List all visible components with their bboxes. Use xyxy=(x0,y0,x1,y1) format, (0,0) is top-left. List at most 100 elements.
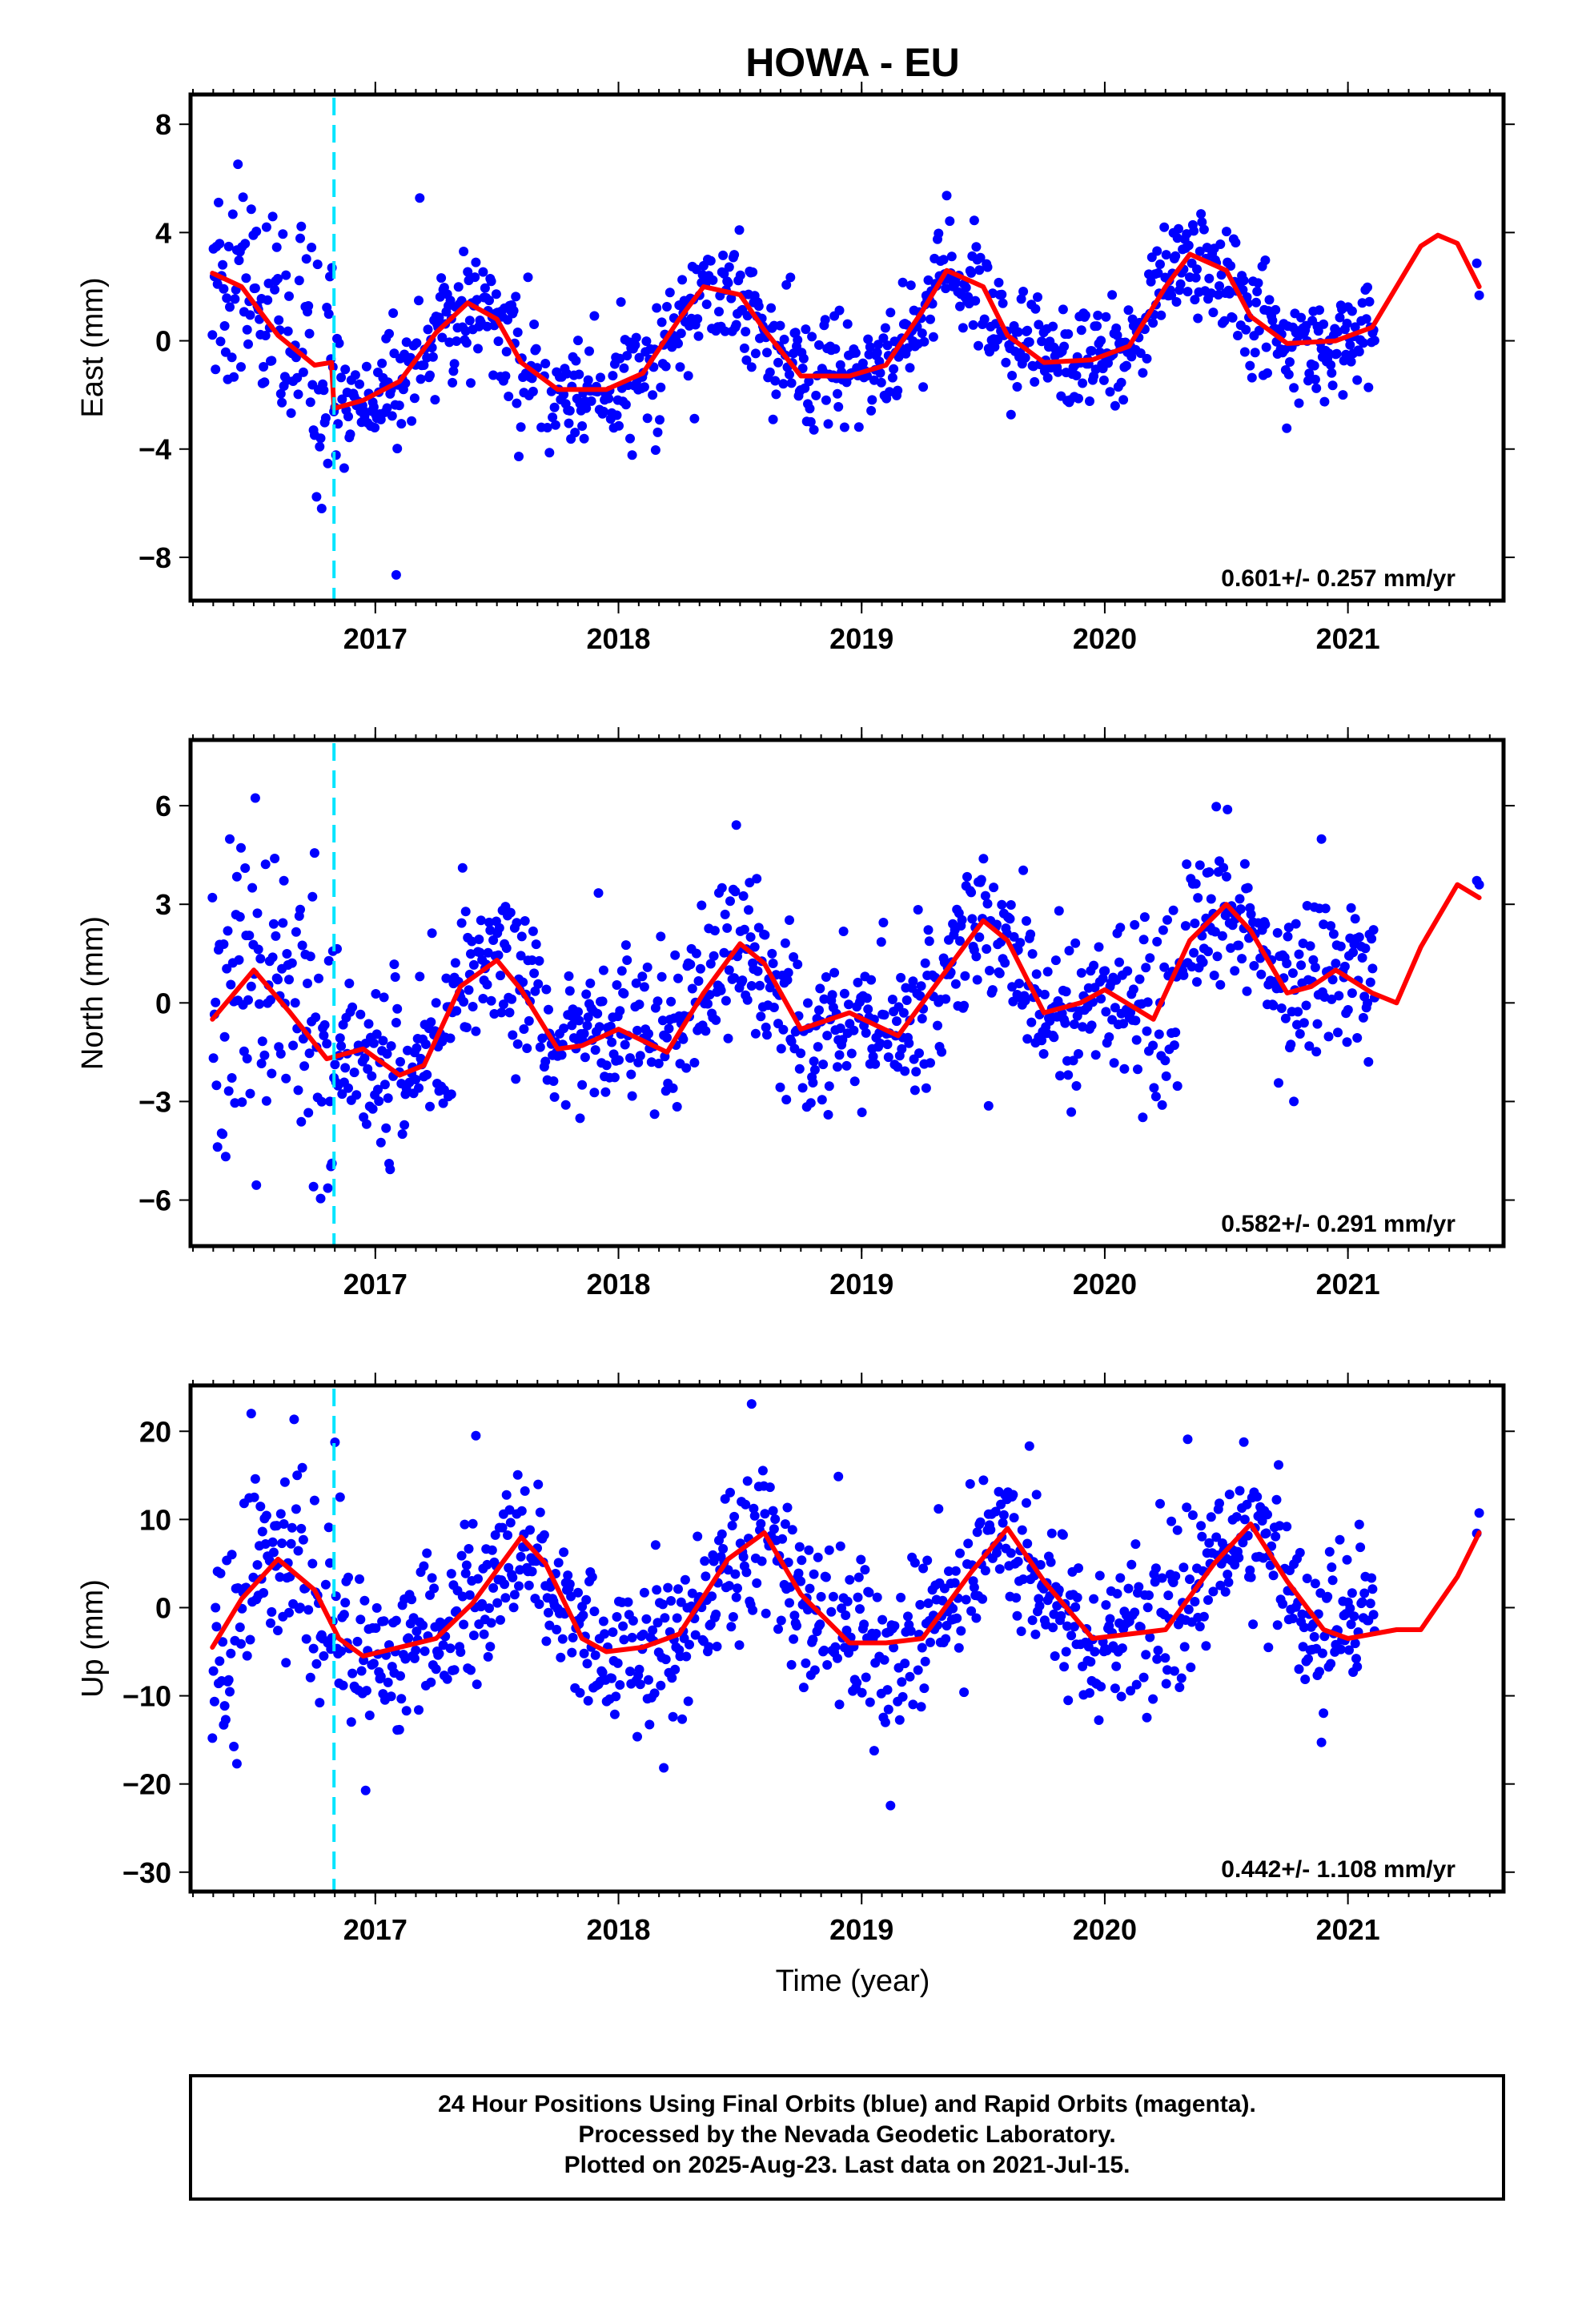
data-point xyxy=(730,887,741,897)
data-point xyxy=(1012,1610,1022,1621)
data-point xyxy=(685,1639,694,1650)
data-point xyxy=(267,211,278,222)
data-point xyxy=(1042,967,1053,977)
data-point xyxy=(790,328,801,338)
data-point xyxy=(657,1599,668,1610)
data-point xyxy=(1070,938,1081,948)
data-point xyxy=(1086,346,1097,356)
data-point xyxy=(1327,380,1338,391)
data-point xyxy=(1169,1040,1179,1051)
data-point xyxy=(928,332,938,342)
data-point xyxy=(680,1574,690,1585)
data-point xyxy=(1013,327,1023,337)
data-point xyxy=(1093,310,1103,320)
data-point xyxy=(753,966,763,976)
data-point xyxy=(962,871,972,882)
data-point xyxy=(234,955,244,965)
data-point xyxy=(1283,923,1294,933)
data-point xyxy=(1222,871,1231,882)
x-tick-label: 2018 xyxy=(586,622,650,655)
data-point xyxy=(457,1591,468,1602)
data-point xyxy=(1268,1000,1279,1011)
data-point xyxy=(392,444,403,454)
data-point xyxy=(1291,919,1301,929)
data-point xyxy=(529,968,540,979)
data-point xyxy=(472,1679,482,1690)
data-point xyxy=(1304,368,1315,379)
data-point xyxy=(1162,1665,1172,1675)
data-point xyxy=(793,1568,804,1578)
data-point xyxy=(1096,336,1106,346)
data-point xyxy=(564,971,574,981)
data-point xyxy=(1020,352,1030,363)
data-point xyxy=(1061,987,1071,997)
data-point xyxy=(573,1007,583,1017)
data-point xyxy=(257,1526,267,1537)
data-point xyxy=(461,1560,472,1570)
data-point xyxy=(748,1605,758,1615)
data-point xyxy=(1234,1553,1244,1563)
data-point xyxy=(297,1462,307,1473)
data-point xyxy=(1011,1593,1022,1603)
data-point xyxy=(319,1651,329,1661)
data-point xyxy=(544,1607,553,1618)
data-point xyxy=(582,1659,592,1669)
data-point xyxy=(1197,217,1207,227)
data-point xyxy=(509,1590,520,1600)
data-point xyxy=(379,992,389,1003)
data-point xyxy=(1282,423,1292,433)
data-point xyxy=(1001,357,1011,368)
data-point xyxy=(507,994,517,1004)
y-tick-label: 6 xyxy=(155,790,171,822)
data-point xyxy=(308,1181,319,1192)
data-point xyxy=(468,959,479,970)
data-point xyxy=(1161,1071,1171,1081)
data-point xyxy=(1348,947,1359,958)
velocity-label: 0.582+/- 0.291 mm/yr xyxy=(1221,1211,1456,1237)
data-point xyxy=(464,985,474,995)
data-point xyxy=(868,1051,878,1062)
data-point xyxy=(273,1626,283,1635)
data-point xyxy=(542,423,552,432)
data-point xyxy=(965,1479,975,1489)
data-point xyxy=(382,403,392,413)
data-point xyxy=(876,377,886,388)
data-point xyxy=(644,1675,653,1685)
data-point xyxy=(1076,967,1086,978)
data-point xyxy=(861,1672,871,1683)
data-point xyxy=(207,892,218,903)
data-point xyxy=(259,1588,269,1598)
data-point xyxy=(464,1544,474,1554)
data-point xyxy=(1216,270,1227,280)
data-point xyxy=(885,387,894,397)
data-point xyxy=(863,334,873,344)
data-point xyxy=(501,1490,512,1500)
data-point xyxy=(1146,276,1156,287)
data-point xyxy=(514,452,524,461)
data-point xyxy=(952,1613,962,1623)
data-point xyxy=(225,302,235,312)
data-point xyxy=(908,1699,918,1710)
data-point xyxy=(1016,1626,1026,1636)
data-point xyxy=(320,1579,331,1590)
data-point xyxy=(612,980,622,990)
data-point xyxy=(1158,925,1168,935)
data-point xyxy=(897,1677,907,1687)
data-point xyxy=(1309,1631,1319,1642)
data-points xyxy=(207,793,1484,1204)
data-point xyxy=(833,402,844,412)
data-point xyxy=(950,278,961,288)
data-point xyxy=(1223,804,1233,814)
data-point xyxy=(974,265,985,275)
data-point xyxy=(589,1088,600,1098)
data-point xyxy=(577,1080,588,1090)
data-point xyxy=(1112,330,1122,340)
data-point xyxy=(215,336,226,347)
data-point xyxy=(1364,296,1375,307)
data-point xyxy=(1037,336,1047,347)
data-point xyxy=(770,376,781,386)
data-point xyxy=(681,1063,692,1073)
data-point xyxy=(661,1655,671,1665)
fit-curve xyxy=(210,232,1482,411)
data-point xyxy=(841,1060,852,1071)
